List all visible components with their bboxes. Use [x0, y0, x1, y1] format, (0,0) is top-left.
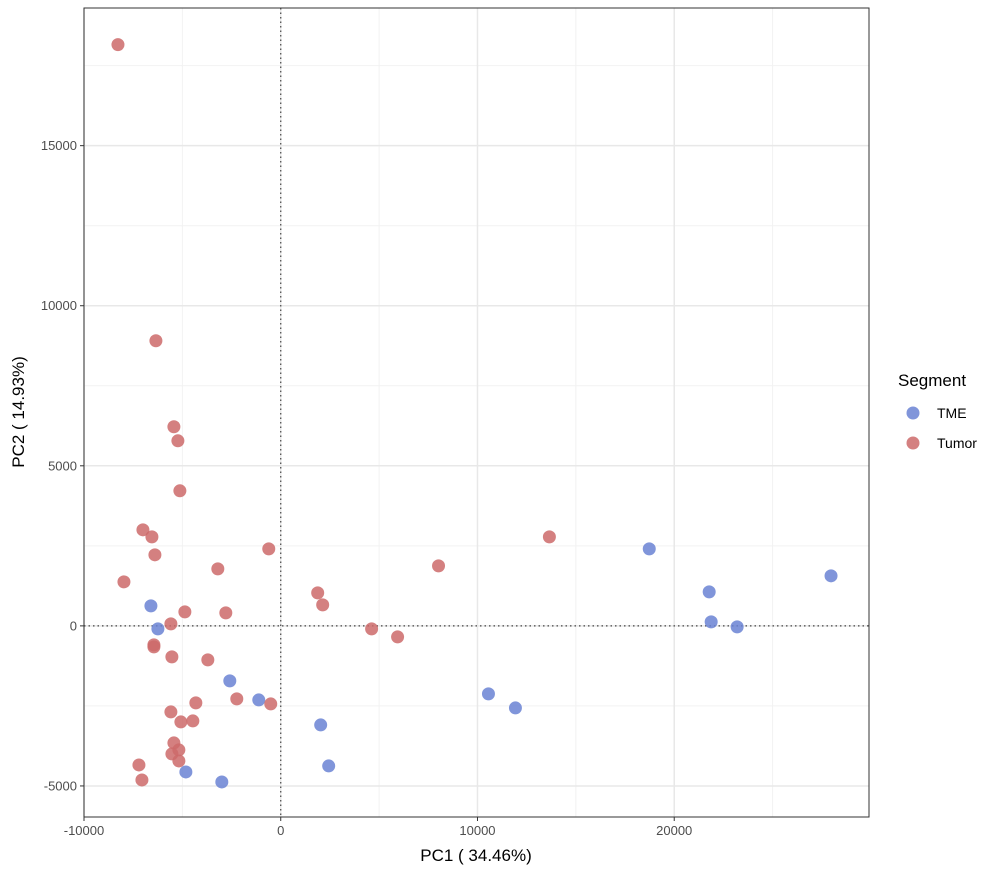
data-point-tumor: [174, 715, 188, 729]
y-axis-ticks: -5000 0 5000 10000 15000: [41, 138, 84, 793]
legend-title: Segment: [898, 371, 966, 390]
data-point-tumor: [262, 542, 276, 556]
data-point-tme: [252, 693, 266, 707]
data-point-tumor: [311, 586, 325, 600]
data-point-tumor: [164, 705, 178, 719]
data-point-tumor: [117, 575, 131, 589]
legend-label-tumor: Tumor: [937, 435, 977, 451]
data-point-tumor: [201, 653, 215, 667]
x-axis-ticks: -10000 0 10000 20000: [64, 817, 692, 838]
y-axis-title: PC2 ( 14.93%): [9, 356, 28, 468]
data-point-tme: [508, 701, 522, 715]
y-tick-label: 15000: [41, 138, 77, 153]
data-point-tumor: [173, 484, 187, 498]
data-point-tumor: [172, 754, 186, 768]
data-point-tme: [730, 620, 744, 634]
x-tick-label: 0: [277, 823, 284, 838]
data-point-tumor: [136, 523, 150, 537]
data-point-tumor: [171, 434, 185, 448]
data-point-tumor: [147, 638, 161, 652]
data-point-tumor: [264, 697, 278, 711]
legend-label-tme: TME: [937, 405, 967, 421]
data-point-tumor: [111, 38, 125, 52]
data-point-tme: [151, 622, 165, 636]
y-tick-label: 0: [70, 618, 77, 633]
reference-lines: [84, 8, 869, 817]
data-point-tumor: [365, 622, 379, 636]
y-tick-label: -5000: [44, 778, 77, 793]
data-point-tumor: [178, 605, 192, 619]
x-tick-label: 10000: [459, 823, 495, 838]
data-point-tumor: [145, 530, 159, 544]
x-tick-label: 20000: [656, 823, 692, 838]
y-tick-label: 5000: [48, 458, 77, 473]
data-point-tumor: [211, 562, 225, 576]
legend: Segment TME Tumor: [898, 371, 977, 451]
data-point-tme: [215, 775, 229, 789]
data-point-tumor: [189, 696, 203, 710]
data-point-tumor: [167, 420, 181, 434]
data-point-tumor: [230, 692, 244, 706]
data-point-tme: [481, 687, 495, 701]
data-points: [111, 38, 838, 789]
x-tick-label: -10000: [64, 823, 104, 838]
data-point-tme: [322, 759, 336, 773]
grid-lines: [83, 8, 869, 817]
plot-panel-background: [84, 8, 869, 817]
data-point-tme: [223, 674, 237, 688]
data-point-tme: [314, 718, 328, 732]
data-point-tumor: [148, 548, 162, 562]
data-point-tumor: [164, 617, 178, 631]
data-point-tumor: [316, 598, 330, 612]
y-tick-label: 10000: [41, 298, 77, 313]
x-axis-title: PC1 ( 34.46%): [420, 846, 532, 865]
data-point-tumor: [542, 530, 556, 544]
data-point-tme: [144, 599, 158, 613]
data-point-tumor: [186, 714, 200, 728]
data-point-tumor: [219, 606, 233, 620]
data-point-tumor: [432, 559, 446, 573]
plot-panel-border: [83, 7, 870, 818]
data-point-tme: [824, 569, 838, 583]
data-point-tme: [642, 542, 656, 556]
legend-key-tumor: [906, 436, 920, 450]
data-point-tumor: [391, 630, 405, 644]
legend-key-tme: [906, 406, 920, 420]
data-point-tumor: [165, 650, 179, 664]
data-point-tme: [179, 765, 193, 779]
data-point-tme: [704, 615, 718, 629]
data-point-tumor: [149, 334, 163, 348]
data-point-tumor: [132, 758, 146, 772]
data-point-tme: [702, 585, 716, 599]
data-point-tumor: [135, 773, 149, 787]
